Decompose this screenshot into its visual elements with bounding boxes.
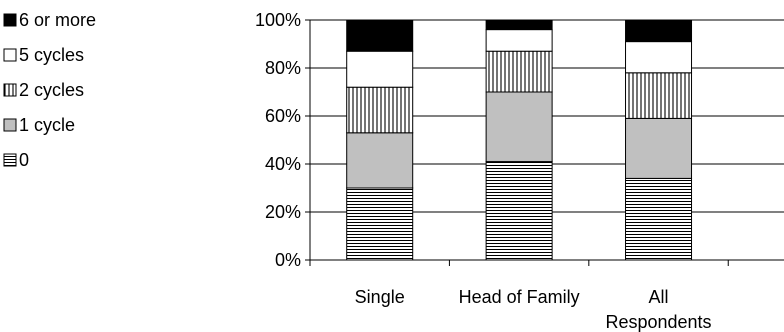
legend-swatch	[3, 13, 17, 27]
x-category-label: Head of Family	[459, 287, 580, 307]
bar-segment-5-cycles	[625, 41, 693, 74]
legend-label: 5 cycles	[19, 45, 84, 65]
legend-swatch	[3, 48, 17, 62]
y-tick-label: 100%	[255, 10, 301, 30]
legend: 6 or more 5 cycles 2 cycles 1 cycle 0	[3, 10, 96, 170]
bar-segment-2-cycles	[346, 86, 414, 134]
bar-segment-6-or-more	[485, 19, 553, 31]
bar-segment-6-or-more	[625, 19, 693, 43]
x-category-label: All	[649, 287, 669, 307]
axes	[309, 20, 784, 266]
legend-label: 2 cycles	[19, 80, 84, 100]
y-tick-label: 40%	[265, 154, 301, 174]
bars	[346, 19, 693, 261]
bar-segment-2-cycles	[625, 72, 693, 119]
legend-label: 0	[19, 150, 29, 170]
x-category-label: Single	[355, 287, 405, 307]
legend-swatch	[3, 118, 17, 132]
x-category-label: Respondents	[605, 312, 711, 332]
bar-segment-0	[346, 187, 414, 261]
y-tick-label: 0%	[275, 250, 301, 270]
legend-label: 1 cycle	[19, 115, 75, 135]
y-tick-label: 80%	[265, 58, 301, 78]
y-tick-label: 20%	[265, 202, 301, 222]
bar-segment-5-cycles	[485, 29, 553, 52]
bar-segment-1-cycle	[485, 91, 553, 163]
bar-segment-2-cycles	[485, 50, 553, 93]
bar-segment-5-cycles	[346, 50, 414, 88]
bar-segment-0	[485, 161, 553, 261]
y-tick-label: 60%	[265, 106, 301, 126]
x-category-labels: Single Head of Family All Respondents	[355, 287, 712, 332]
bar-segment-1-cycle	[346, 132, 414, 189]
y-tick-labels: 0% 20% 40% 60% 80% 100%	[255, 10, 301, 270]
bar-segment-6-or-more	[346, 19, 414, 52]
legend-swatch	[3, 83, 17, 97]
bar-segment-1-cycle	[625, 117, 693, 179]
legend-label: 6 or more	[19, 10, 96, 30]
bar-segment-0	[625, 177, 693, 261]
legend-swatch	[3, 153, 17, 167]
